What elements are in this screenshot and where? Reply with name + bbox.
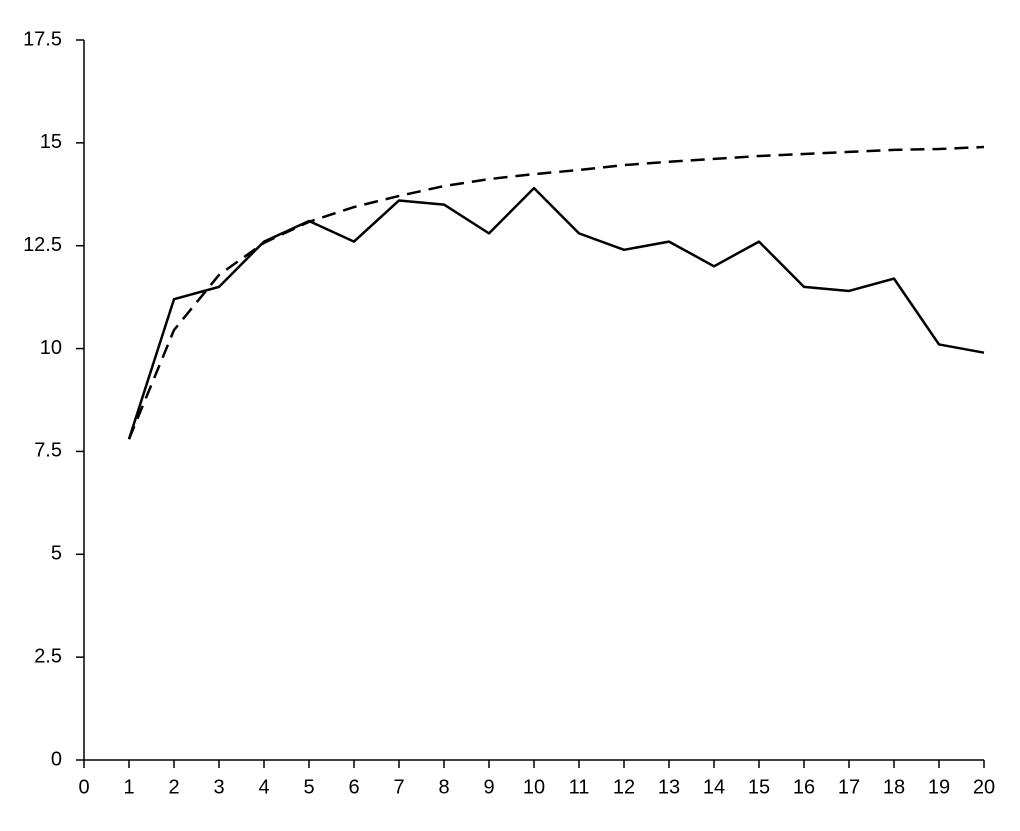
y-tick-label: 10 — [40, 337, 62, 359]
x-tick-label: 11 — [569, 776, 590, 798]
x-tick-label: 5 — [303, 776, 314, 798]
x-tick-label: 16 — [793, 776, 815, 798]
x-tick-label: 4 — [258, 776, 269, 798]
x-tick-label: 1 — [123, 776, 134, 798]
series-line — [127, 145, 985, 440]
x-tick-label: 15 — [748, 776, 770, 798]
series-line — [127, 186, 985, 440]
x-tick-label: 14 — [703, 776, 725, 798]
x-tick-label: 10 — [523, 776, 545, 798]
y-tick-label: 2.5 — [34, 645, 62, 667]
y-tick-label: 5 — [51, 543, 62, 565]
x-tick-label: 12 — [613, 776, 635, 798]
x-tick-label: 19 — [928, 776, 950, 798]
x-tick-label: 8 — [438, 776, 449, 798]
y-tick-label: 7.5 — [34, 440, 62, 462]
x-tick-label: 0 — [78, 776, 89, 798]
y-tick-label: 12.5 — [23, 234, 62, 256]
x-tick-label: 13 — [658, 776, 680, 798]
x-tick-label: 9 — [483, 776, 494, 798]
x-tick-label: 6 — [348, 776, 359, 798]
y-tick-label: 15 — [40, 131, 62, 153]
x-tick-label: 20 — [973, 776, 995, 798]
x-tick-label: 17 — [838, 776, 860, 798]
x-tick-label: 3 — [213, 776, 224, 798]
x-tick-label: 2 — [168, 776, 179, 798]
x-tick-label: 18 — [883, 776, 905, 798]
y-tick-label: 0 — [51, 748, 62, 770]
y-tick-label: 17.5 — [23, 28, 62, 50]
x-tick-label: 7 — [393, 776, 404, 798]
